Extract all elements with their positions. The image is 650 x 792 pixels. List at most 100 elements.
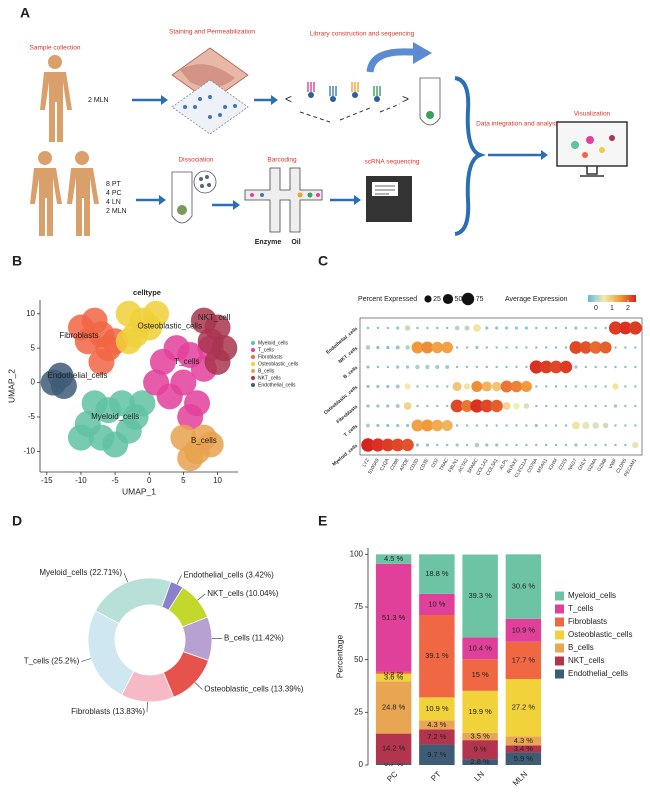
slice-label: T_cells (25.2%)	[24, 657, 80, 666]
dot	[613, 404, 618, 408]
color-legend-title: Average Expression	[505, 296, 568, 303]
channel-label: Enzyme	[255, 239, 282, 246]
slice-label: Myeloid_cells (22.71%)	[39, 568, 122, 577]
arrow-head	[413, 42, 432, 64]
bar-segment	[419, 697, 455, 721]
dot	[505, 365, 508, 369]
dot	[463, 383, 471, 390]
dot	[525, 424, 528, 427]
dot	[554, 346, 558, 349]
value-label: 9.7 %	[427, 750, 447, 759]
dot	[404, 325, 411, 331]
size-legend-dot	[424, 295, 432, 303]
dot	[386, 365, 390, 369]
dot	[395, 403, 400, 409]
legend-label: T_cells	[258, 347, 274, 353]
legend-label: NKT_cells	[258, 375, 281, 381]
dot	[515, 424, 518, 427]
x-tick-label: PC	[385, 769, 399, 783]
value-label: 5.9 %	[514, 754, 534, 763]
point	[204, 348, 231, 375]
x-tick-label: 10	[213, 476, 222, 485]
dot	[628, 321, 642, 335]
dot	[480, 399, 494, 413]
step-label: Visualization	[574, 111, 611, 118]
dot	[592, 422, 599, 429]
dot	[436, 404, 439, 408]
panel-label: C	[318, 253, 328, 269]
dot	[376, 326, 380, 330]
dot	[574, 404, 578, 408]
dot	[594, 385, 597, 388]
monitor	[556, 121, 628, 167]
dot	[554, 404, 558, 408]
dot	[445, 385, 449, 388]
legend-marker	[251, 376, 255, 380]
bar-segment	[419, 614, 455, 698]
dot	[441, 419, 453, 432]
dot	[549, 360, 563, 374]
arrow-head	[233, 200, 240, 210]
dot	[386, 345, 390, 350]
dot	[514, 326, 519, 330]
gene-label: LYZ	[361, 458, 370, 468]
gene-label: CD68	[389, 457, 400, 471]
legend-marker	[251, 383, 255, 387]
gene-label: CD3D	[409, 457, 421, 472]
dot	[426, 404, 429, 408]
dot	[602, 422, 609, 429]
dot	[475, 424, 479, 427]
step-label: Dissociation	[178, 157, 213, 164]
dot	[564, 424, 568, 427]
dot	[396, 365, 400, 369]
bar-segment	[505, 641, 542, 680]
screen-plot	[571, 135, 615, 158]
point	[88, 348, 115, 375]
value-label: 27.2 %	[512, 703, 536, 712]
leader-line	[81, 658, 91, 662]
dot	[618, 321, 632, 335]
x-tick-label: -15	[41, 476, 53, 485]
leader-line	[194, 682, 203, 690]
dot	[515, 346, 518, 349]
dots	[183, 95, 237, 119]
gene-label: MS4A1	[536, 457, 549, 474]
bar-segment	[462, 637, 498, 660]
arrow-head	[271, 95, 278, 105]
row-label: T_cells	[343, 423, 360, 438]
value-label: 9 %	[474, 745, 487, 754]
bar-segment	[505, 679, 542, 737]
value-label: 3.5 %	[471, 731, 491, 740]
dot	[485, 443, 489, 447]
dot	[481, 381, 492, 392]
dot	[465, 365, 469, 369]
bar-segment	[505, 618, 542, 642]
y-tick-label: 0	[359, 760, 364, 769]
panel-label: B	[12, 253, 22, 269]
dot	[594, 404, 597, 408]
legend-swatch	[555, 656, 564, 666]
y-tick-label: -10	[23, 446, 35, 455]
dot	[502, 402, 511, 410]
dot	[386, 423, 390, 428]
cluster-label: NKT_cell	[198, 313, 231, 322]
dot	[589, 341, 602, 354]
dot	[564, 326, 568, 330]
value-label: 17.7 %	[512, 655, 536, 664]
legend-label: Myeloid_cells	[258, 340, 289, 346]
dot	[584, 385, 588, 388]
value-label: 18.8 %	[425, 569, 449, 578]
color-bar	[588, 295, 636, 302]
dot	[405, 345, 410, 350]
value-label: 10.9 %	[425, 704, 449, 713]
dot	[495, 326, 499, 330]
gene-label: NKG7	[567, 457, 579, 472]
dot	[544, 424, 548, 427]
point	[190, 424, 217, 451]
slice-label: Endothelial_cells (3.42%)	[183, 570, 274, 579]
dot	[571, 421, 580, 430]
gene-label: ALPL	[498, 457, 509, 470]
dot	[604, 365, 607, 369]
cluster-label: Myeloid_cells	[91, 412, 139, 421]
legend-label: Fibroblasts	[258, 354, 283, 360]
